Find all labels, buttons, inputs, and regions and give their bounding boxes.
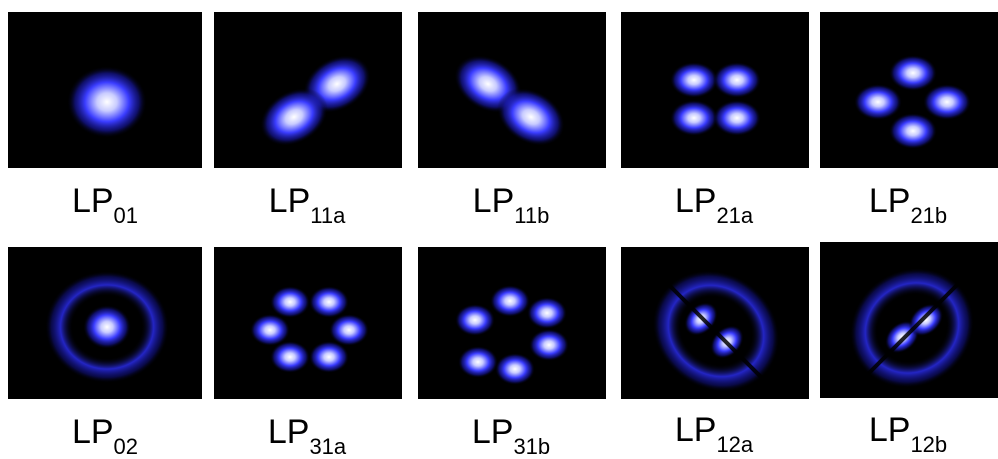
mode-label-lp12b: LP12b xyxy=(818,413,998,447)
mode-label-subscript: 12b xyxy=(910,432,947,457)
mode-label-main: LP xyxy=(72,182,114,220)
mode-panel-lp11a xyxy=(214,12,402,168)
mode-label-subscript: 11a xyxy=(310,203,345,228)
mode-panel-lp31a xyxy=(214,247,402,399)
mode-panel-lp31b xyxy=(418,247,606,399)
mode-panel-lp12a xyxy=(621,247,809,399)
mode-pattern-lp12b xyxy=(820,242,998,398)
mode-label-lp31a: LP31a xyxy=(217,415,397,449)
mode-label-subscript: 21a xyxy=(716,203,753,228)
mode-label-subscript: 21b xyxy=(910,203,947,228)
mode-label-lp21b: LP21b xyxy=(818,184,998,218)
mode-label-subscript: 31a xyxy=(309,434,346,459)
mode-label-main: LP xyxy=(675,411,717,449)
mode-label-main: LP xyxy=(473,182,515,220)
mode-panel-lp12b xyxy=(820,242,998,398)
mode-label-subscript: 12a xyxy=(716,432,753,457)
mode-pattern-lp21a xyxy=(621,12,809,168)
mode-label-main: LP xyxy=(869,411,911,449)
mode-label-subscript: 31b xyxy=(513,434,550,459)
mode-label-subscript: 11b xyxy=(514,203,549,228)
mode-label-lp02: LP02 xyxy=(15,415,195,449)
mode-panel-lp11b xyxy=(418,12,606,168)
mode-panel-lp02 xyxy=(8,247,202,399)
mode-pattern-lp11b xyxy=(418,12,606,168)
mode-label-main: LP xyxy=(472,413,514,451)
mode-label-main: LP xyxy=(269,182,311,220)
mode-label-subscript: 01 xyxy=(114,203,138,228)
mode-pattern-lp21b xyxy=(820,12,998,168)
mode-label-main: LP xyxy=(675,182,717,220)
mode-panel-lp21a xyxy=(621,12,809,168)
mode-pattern-lp11a xyxy=(214,12,402,168)
mode-panel-lp21b xyxy=(820,12,998,168)
mode-label-main: LP xyxy=(869,182,911,220)
mode-pattern-lp02 xyxy=(8,247,202,399)
mode-label-lp01: LP01 xyxy=(15,184,195,218)
mode-label-lp11a: LP11a xyxy=(217,184,397,218)
mode-panel-lp01 xyxy=(8,12,202,168)
mode-label-subscript: 02 xyxy=(114,434,138,459)
mode-pattern-lp01 xyxy=(8,12,202,168)
mode-label-main: LP xyxy=(268,413,310,451)
mode-label-lp12a: LP12a xyxy=(624,413,804,447)
mode-label-lp11b: LP11b xyxy=(421,184,601,218)
mode-label-main: LP xyxy=(72,413,114,451)
mode-pattern-lp12a xyxy=(621,247,809,399)
mode-label-lp21a: LP21a xyxy=(624,184,804,218)
mode-pattern-lp31a xyxy=(214,247,402,399)
mode-pattern-lp31b xyxy=(418,247,606,399)
mode-label-lp31b: LP31b xyxy=(421,415,601,449)
